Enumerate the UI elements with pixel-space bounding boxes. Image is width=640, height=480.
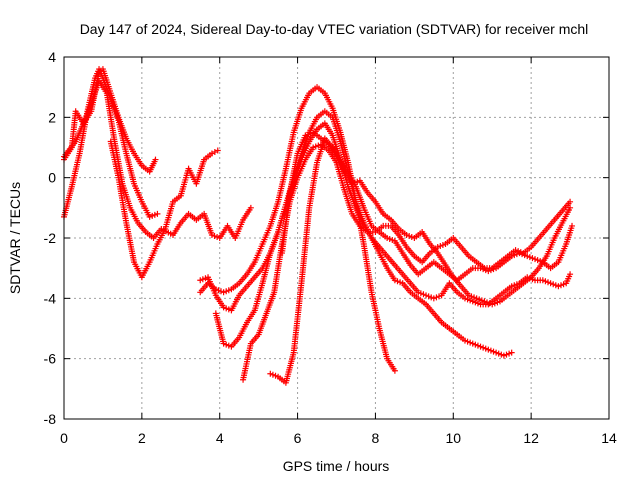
x-tick-label: 2 [138,430,146,446]
axis-ticks: 0 2 4 6 8 10 12 14 -8 -6 -4 -2 0 2 4 [44,49,617,446]
plot-frame [63,56,610,420]
x-tick-label: 4 [216,430,224,446]
data-point [152,156,159,163]
data-point [567,204,574,211]
chart-title: Day 147 of 2024, Sidereal Day-to-day VTE… [80,21,589,37]
x-axis-label: GPS time / hours [283,458,390,474]
y-tick-label: -2 [44,230,57,246]
data-layer [61,66,576,386]
x-tick-label: 6 [294,430,302,446]
data-point [567,271,574,278]
y-tick-label: 0 [48,170,56,186]
x-tick-label: 0 [60,430,68,446]
y-tick-label: 4 [48,49,56,65]
data-point [508,349,515,356]
y-tick-label: -4 [44,290,57,306]
data-point [154,210,161,217]
data-point [247,204,254,211]
x-tick-label: 12 [523,430,539,446]
x-tick-label: 14 [601,430,617,446]
series-pass-4 [107,138,221,281]
series-pass-3 [61,78,254,241]
y-axis-label: SDTVAR / TECUs [7,182,23,294]
data-point [569,222,576,229]
y-tick-label: -8 [44,411,57,427]
x-tick-label: 10 [445,430,461,446]
data-point [567,198,574,205]
y-tick-label: 2 [48,109,56,125]
x-tick-label: 8 [372,430,380,446]
y-tick-label: -6 [44,351,57,367]
data-point [391,367,398,374]
data-point [214,147,221,154]
series-pass-10 [279,129,574,308]
